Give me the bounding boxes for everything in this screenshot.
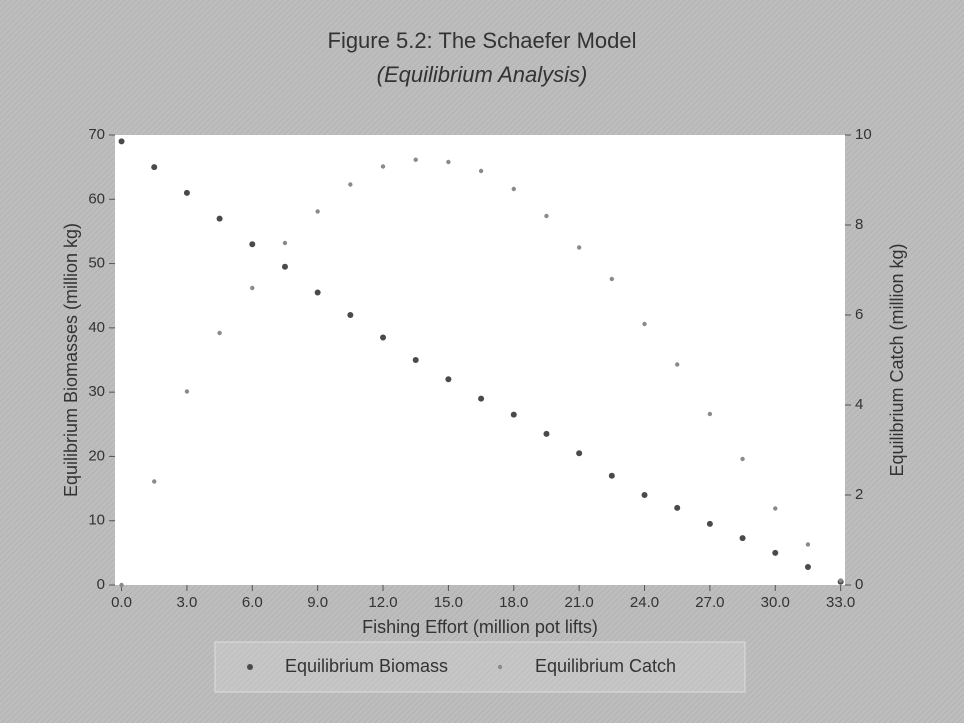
point bbox=[118, 138, 125, 145]
point bbox=[510, 411, 517, 418]
point bbox=[706, 520, 713, 527]
point bbox=[511, 186, 516, 192]
point bbox=[446, 159, 451, 165]
point bbox=[380, 334, 387, 341]
x-tick-label: 9.0 bbox=[307, 594, 328, 611]
point bbox=[805, 542, 811, 547]
x-tick-label: 30.0 bbox=[761, 594, 790, 611]
point bbox=[184, 389, 190, 394]
x-tick-label: 3.0 bbox=[176, 594, 197, 611]
y2-tick-label: 4 bbox=[855, 396, 863, 413]
point bbox=[281, 263, 288, 270]
point bbox=[216, 215, 223, 222]
y2-tick-label: 8 bbox=[855, 216, 863, 233]
point bbox=[838, 578, 843, 583]
chart-subtitle: (Equilibrium Analysis) bbox=[377, 62, 588, 87]
legend-label: Equilibrium Catch bbox=[535, 656, 676, 676]
legend-marker bbox=[497, 664, 503, 670]
x-axis-title: Fishing Effort (million pot lifts) bbox=[362, 617, 598, 637]
legend-marker bbox=[247, 664, 253, 670]
point bbox=[544, 213, 549, 219]
point bbox=[478, 395, 485, 402]
point bbox=[576, 245, 582, 250]
point bbox=[347, 312, 354, 318]
point bbox=[707, 411, 713, 417]
y2-axis-title: Equilibrium Catch (million kg) bbox=[887, 243, 907, 476]
point bbox=[772, 549, 779, 556]
y-tick-label: 10 bbox=[88, 512, 105, 529]
x-tick-label: 27.0 bbox=[695, 594, 724, 611]
y2-tick-label: 2 bbox=[855, 486, 863, 503]
y-tick-label: 40 bbox=[88, 319, 105, 336]
point bbox=[250, 285, 255, 291]
point bbox=[445, 376, 452, 383]
y-tick-label: 20 bbox=[88, 447, 105, 464]
point bbox=[152, 479, 157, 484]
point bbox=[641, 492, 648, 498]
x-tick-label: 33.0 bbox=[826, 594, 855, 611]
point bbox=[543, 430, 550, 437]
point bbox=[739, 535, 746, 542]
x-tick-label: 18.0 bbox=[499, 594, 528, 611]
y-tick-label: 50 bbox=[88, 255, 105, 272]
y2-tick-label: 0 bbox=[855, 576, 863, 593]
plot-area bbox=[115, 135, 845, 585]
legend-box bbox=[214, 641, 746, 693]
x-tick-label: 6.0 bbox=[242, 594, 263, 611]
point bbox=[675, 362, 680, 367]
y-axis-title: Equilibrium Biomasses (million kg) bbox=[61, 223, 81, 497]
point bbox=[249, 241, 256, 248]
point bbox=[609, 276, 615, 282]
x-tick-label: 12.0 bbox=[368, 594, 397, 611]
y-tick-label: 30 bbox=[88, 383, 105, 400]
point bbox=[348, 182, 353, 187]
x-tick-label: 24.0 bbox=[630, 594, 659, 611]
point bbox=[314, 289, 321, 296]
y-tick-label: 0 bbox=[97, 576, 105, 593]
point bbox=[217, 330, 222, 336]
y2-tick-label: 10 bbox=[855, 126, 872, 143]
point bbox=[380, 164, 386, 169]
point bbox=[119, 582, 124, 588]
point bbox=[608, 472, 615, 479]
point bbox=[282, 240, 288, 246]
point bbox=[642, 321, 647, 327]
point bbox=[412, 357, 419, 363]
point bbox=[804, 564, 811, 570]
point bbox=[183, 189, 190, 196]
x-tick-label: 0.0 bbox=[111, 594, 132, 611]
point bbox=[315, 209, 320, 214]
y2-tick-label: 6 bbox=[855, 306, 863, 323]
point bbox=[478, 168, 484, 174]
point bbox=[674, 504, 681, 511]
x-tick-label: 15.0 bbox=[434, 594, 463, 611]
y-tick-label: 70 bbox=[88, 126, 105, 143]
chart-title: Figure 5.2: The Schaefer Model bbox=[328, 28, 637, 53]
x-tick-label: 21.0 bbox=[565, 594, 594, 611]
point bbox=[740, 456, 745, 462]
point bbox=[413, 157, 418, 162]
point bbox=[576, 450, 583, 457]
point bbox=[773, 506, 778, 511]
y-tick-label: 60 bbox=[88, 190, 105, 207]
point bbox=[151, 164, 158, 171]
legend-label: Equilibrium Biomass bbox=[285, 656, 448, 676]
